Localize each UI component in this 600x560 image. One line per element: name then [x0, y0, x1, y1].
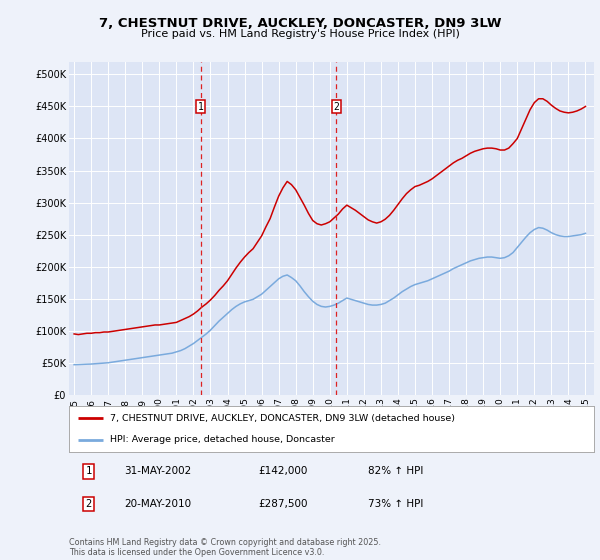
- Text: Price paid vs. HM Land Registry's House Price Index (HPI): Price paid vs. HM Land Registry's House …: [140, 29, 460, 39]
- Text: 1: 1: [197, 101, 203, 111]
- Text: £287,500: £287,500: [258, 499, 308, 509]
- Text: 7, CHESTNUT DRIVE, AUCKLEY, DONCASTER, DN9 3LW: 7, CHESTNUT DRIVE, AUCKLEY, DONCASTER, D…: [99, 17, 501, 30]
- Text: 82% ↑ HPI: 82% ↑ HPI: [368, 466, 424, 477]
- Text: 73% ↑ HPI: 73% ↑ HPI: [368, 499, 424, 509]
- Text: 20-MAY-2010: 20-MAY-2010: [124, 499, 191, 509]
- Text: HPI: Average price, detached house, Doncaster: HPI: Average price, detached house, Donc…: [110, 435, 335, 444]
- Text: Contains HM Land Registry data © Crown copyright and database right 2025.
This d: Contains HM Land Registry data © Crown c…: [69, 538, 381, 557]
- Text: 2: 2: [85, 499, 92, 509]
- Text: 7, CHESTNUT DRIVE, AUCKLEY, DONCASTER, DN9 3LW (detached house): 7, CHESTNUT DRIVE, AUCKLEY, DONCASTER, D…: [110, 414, 455, 423]
- Text: £142,000: £142,000: [258, 466, 307, 477]
- Text: 31-MAY-2002: 31-MAY-2002: [124, 466, 191, 477]
- Text: 1: 1: [85, 466, 92, 477]
- Text: 2: 2: [334, 101, 339, 111]
